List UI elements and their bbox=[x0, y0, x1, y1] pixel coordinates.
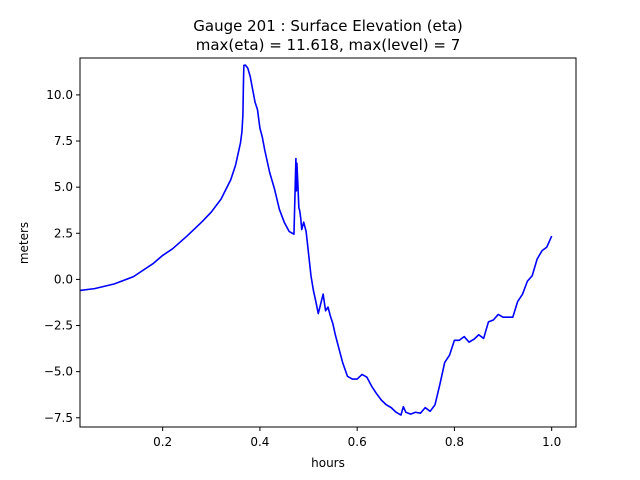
x-axis: 0.2 0.4 0.6 0.8 1.0 bbox=[153, 427, 561, 449]
y-tick-label: 7.5 bbox=[54, 134, 73, 148]
y-tick-label: 2.5 bbox=[54, 226, 73, 240]
y-tick-label: 0.0 bbox=[54, 272, 73, 286]
plot-frame bbox=[79, 57, 577, 428]
eta-series-line bbox=[80, 64, 553, 416]
x-tick-label: 0.2 bbox=[153, 435, 172, 449]
y-tick-label: −2.5 bbox=[44, 319, 73, 333]
y-axis: −7.5 −5.0 −2.5 0.0 2.5 5.0 7.5 10.0 bbox=[44, 88, 80, 425]
y-tick-label: 5.0 bbox=[54, 180, 73, 194]
x-tick-label: 0.4 bbox=[250, 435, 269, 449]
y-tick-label: −7.5 bbox=[44, 411, 73, 425]
x-tick-label: 0.8 bbox=[445, 435, 464, 449]
chart-title-line-2: max(eta) = 11.618, max(level) = 7 bbox=[196, 36, 461, 54]
chart-title-line-1: Gauge 201 : Surface Elevation (eta) bbox=[193, 17, 462, 35]
x-axis-label: hours bbox=[311, 456, 345, 470]
x-tick-label: 0.6 bbox=[348, 435, 367, 449]
y-tick-label: 10.0 bbox=[46, 88, 73, 102]
y-axis-label: meters bbox=[17, 222, 31, 264]
x-tick-label: 1.0 bbox=[542, 435, 561, 449]
y-tick-label: −5.0 bbox=[44, 365, 73, 379]
